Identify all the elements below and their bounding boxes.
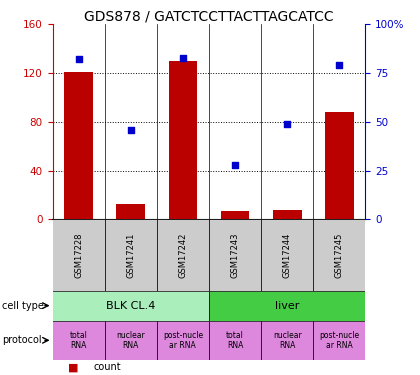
Text: GSM17228: GSM17228 bbox=[74, 232, 83, 278]
Point bbox=[336, 62, 343, 68]
Text: GDS878 / GATCTCCTTACTTAGCATCC: GDS878 / GATCTCCTTACTTAGCATCC bbox=[84, 9, 334, 23]
Bar bbox=[52, 219, 105, 291]
Bar bbox=[273, 210, 302, 219]
Text: post-nucle
ar RNA: post-nucle ar RNA bbox=[319, 331, 360, 350]
Text: nuclear
RNA: nuclear RNA bbox=[273, 331, 302, 350]
Point bbox=[127, 127, 134, 133]
Text: BLK CL.4: BLK CL.4 bbox=[106, 301, 155, 310]
Text: post-nucle
ar RNA: post-nucle ar RNA bbox=[163, 331, 203, 350]
Point bbox=[179, 54, 186, 60]
Text: GSM17244: GSM17244 bbox=[283, 232, 291, 278]
Text: cell type: cell type bbox=[2, 301, 44, 310]
Text: GSM17243: GSM17243 bbox=[231, 232, 239, 278]
Bar bbox=[64, 72, 93, 219]
Point bbox=[232, 162, 239, 168]
Bar bbox=[105, 219, 157, 291]
Point bbox=[75, 57, 82, 63]
Text: count: count bbox=[93, 363, 121, 372]
Bar bbox=[105, 321, 157, 360]
Bar bbox=[220, 211, 249, 219]
Bar bbox=[209, 219, 261, 291]
Bar bbox=[209, 321, 261, 360]
Bar bbox=[116, 204, 145, 219]
Bar bbox=[313, 219, 365, 291]
Bar bbox=[52, 321, 105, 360]
Bar bbox=[313, 321, 365, 360]
Text: protocol: protocol bbox=[2, 335, 42, 345]
Point bbox=[284, 121, 291, 127]
Bar bbox=[261, 321, 313, 360]
Bar bbox=[209, 291, 365, 321]
Text: total
RNA: total RNA bbox=[70, 331, 87, 350]
Text: GSM17241: GSM17241 bbox=[126, 232, 135, 278]
Text: nuclear
RNA: nuclear RNA bbox=[116, 331, 145, 350]
Text: liver: liver bbox=[275, 301, 299, 310]
Bar bbox=[157, 219, 209, 291]
Text: ■: ■ bbox=[68, 363, 79, 372]
Text: total
RNA: total RNA bbox=[226, 331, 244, 350]
Bar bbox=[261, 219, 313, 291]
Bar bbox=[52, 291, 209, 321]
Text: GSM17245: GSM17245 bbox=[335, 232, 344, 278]
Text: GSM17242: GSM17242 bbox=[178, 232, 187, 278]
Bar bbox=[325, 112, 354, 219]
Bar bbox=[157, 321, 209, 360]
Bar bbox=[168, 61, 197, 219]
